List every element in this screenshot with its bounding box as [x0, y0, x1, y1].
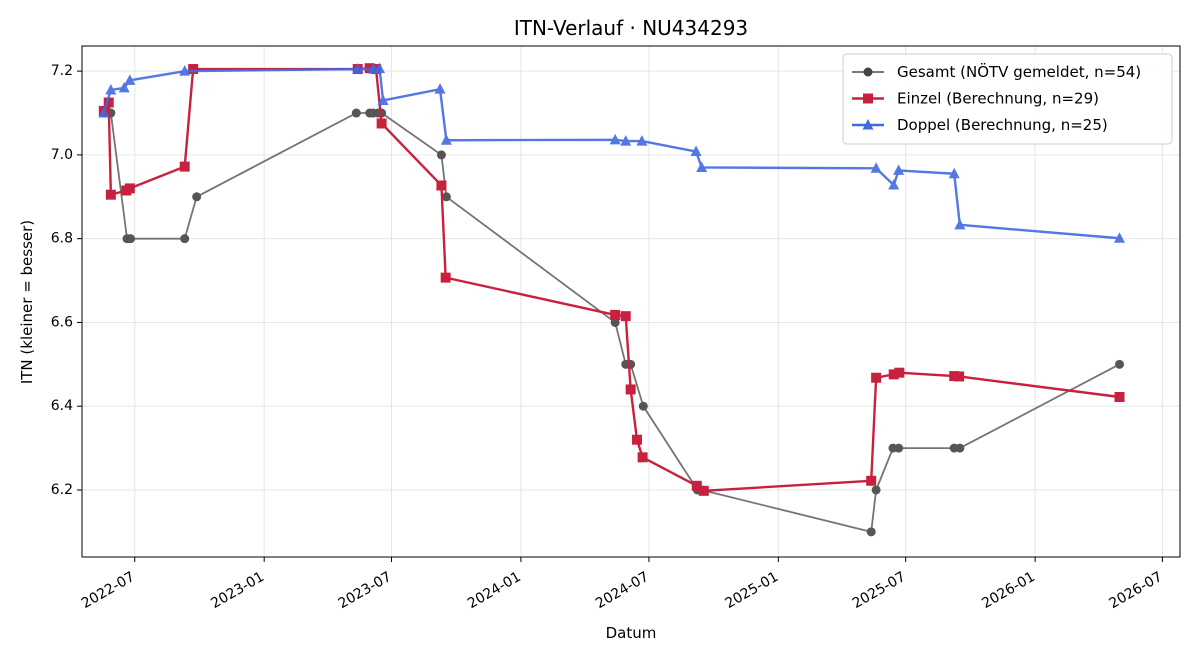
data-point: [105, 189, 116, 200]
data-point: [124, 183, 135, 194]
legend-marker: [863, 67, 873, 77]
data-point: [631, 434, 642, 445]
y-tick-label: 6.8: [51, 231, 73, 247]
data-point: [180, 234, 190, 244]
data-point: [351, 108, 361, 118]
series-layer: [98, 62, 1126, 537]
data-point: [126, 234, 136, 244]
data-point: [98, 107, 110, 118]
data-point: [870, 162, 882, 173]
data-point: [954, 371, 965, 382]
data-point: [188, 64, 199, 75]
data-point: [374, 62, 386, 74]
y-tick-label: 6.4: [51, 398, 73, 414]
data-point: [636, 135, 648, 146]
data-point: [352, 63, 364, 74]
data-point: [436, 150, 446, 160]
data-point: [1115, 359, 1125, 369]
data-point: [376, 118, 387, 129]
data-point: [377, 94, 389, 105]
plot-frame: [81, 45, 1181, 558]
data-point: [620, 311, 631, 322]
series-square: [98, 63, 1125, 496]
legend-box: [842, 53, 1173, 145]
legend-marker: [862, 119, 874, 130]
data-point: [610, 309, 621, 320]
y-axis: 6.2 6.4 6.6 6.8 7.0 7.2: [51, 63, 82, 498]
y-axis-label: ITN (kleiner = besser): [18, 220, 36, 384]
data-point: [440, 134, 452, 145]
data-point: [893, 164, 905, 175]
data-point: [866, 475, 877, 486]
data-point: [441, 192, 451, 202]
data-point: [118, 81, 130, 93]
data-point: [1114, 391, 1125, 402]
data-point: [871, 372, 882, 383]
data-point: [192, 192, 202, 202]
data-point: [179, 161, 190, 172]
data-point: [955, 443, 965, 453]
data-point: [954, 218, 966, 230]
data-point: [124, 74, 136, 85]
data-point: [105, 83, 117, 95]
y-tick-label: 7.2: [51, 63, 73, 79]
data-point: [637, 452, 648, 463]
data-point: [888, 179, 900, 190]
data-point: [691, 480, 702, 491]
legend-marker: [863, 93, 873, 104]
series-line: [105, 112, 1120, 533]
data-point: [690, 145, 702, 157]
data-point: [638, 401, 648, 411]
data-point: [620, 135, 632, 146]
data-point: [894, 443, 904, 453]
data-point: [609, 133, 621, 145]
data-point: [436, 180, 447, 191]
data-point: [103, 97, 114, 108]
data-point: [179, 65, 191, 76]
data-point: [1114, 232, 1126, 243]
data-point: [866, 527, 876, 537]
data-point: [894, 367, 905, 378]
legend-label: Doppel (Berechnung, n=25): [897, 116, 1108, 134]
legend-label: Einzel (Berechnung, n=29): [897, 90, 1099, 108]
legend: Gesamt (NÖTV gemeldet, n=54) Einzel (Bere…: [842, 53, 1173, 145]
x-axis-label: Datum: [606, 624, 657, 642]
data-point: [698, 485, 709, 496]
series-triangle: [98, 62, 1126, 243]
data-point: [626, 359, 636, 369]
data-point: [948, 167, 960, 179]
data-point: [440, 272, 451, 283]
legend-label: Gesamt (NÖTV gemeldet, n=54): [897, 62, 1141, 81]
data-point: [888, 369, 899, 380]
y-tick-label: 6.6: [51, 314, 73, 330]
data-point: [610, 317, 620, 327]
data-point: [434, 83, 446, 94]
y-tick-label: 7.0: [51, 147, 73, 163]
y-tick-label: 6.2: [51, 482, 73, 498]
data-point: [696, 161, 708, 172]
chart-title: ITN-Verlauf · NU434293: [514, 16, 748, 40]
data-point: [871, 485, 881, 495]
series-line: [102, 67, 1120, 240]
data-point: [625, 384, 636, 395]
